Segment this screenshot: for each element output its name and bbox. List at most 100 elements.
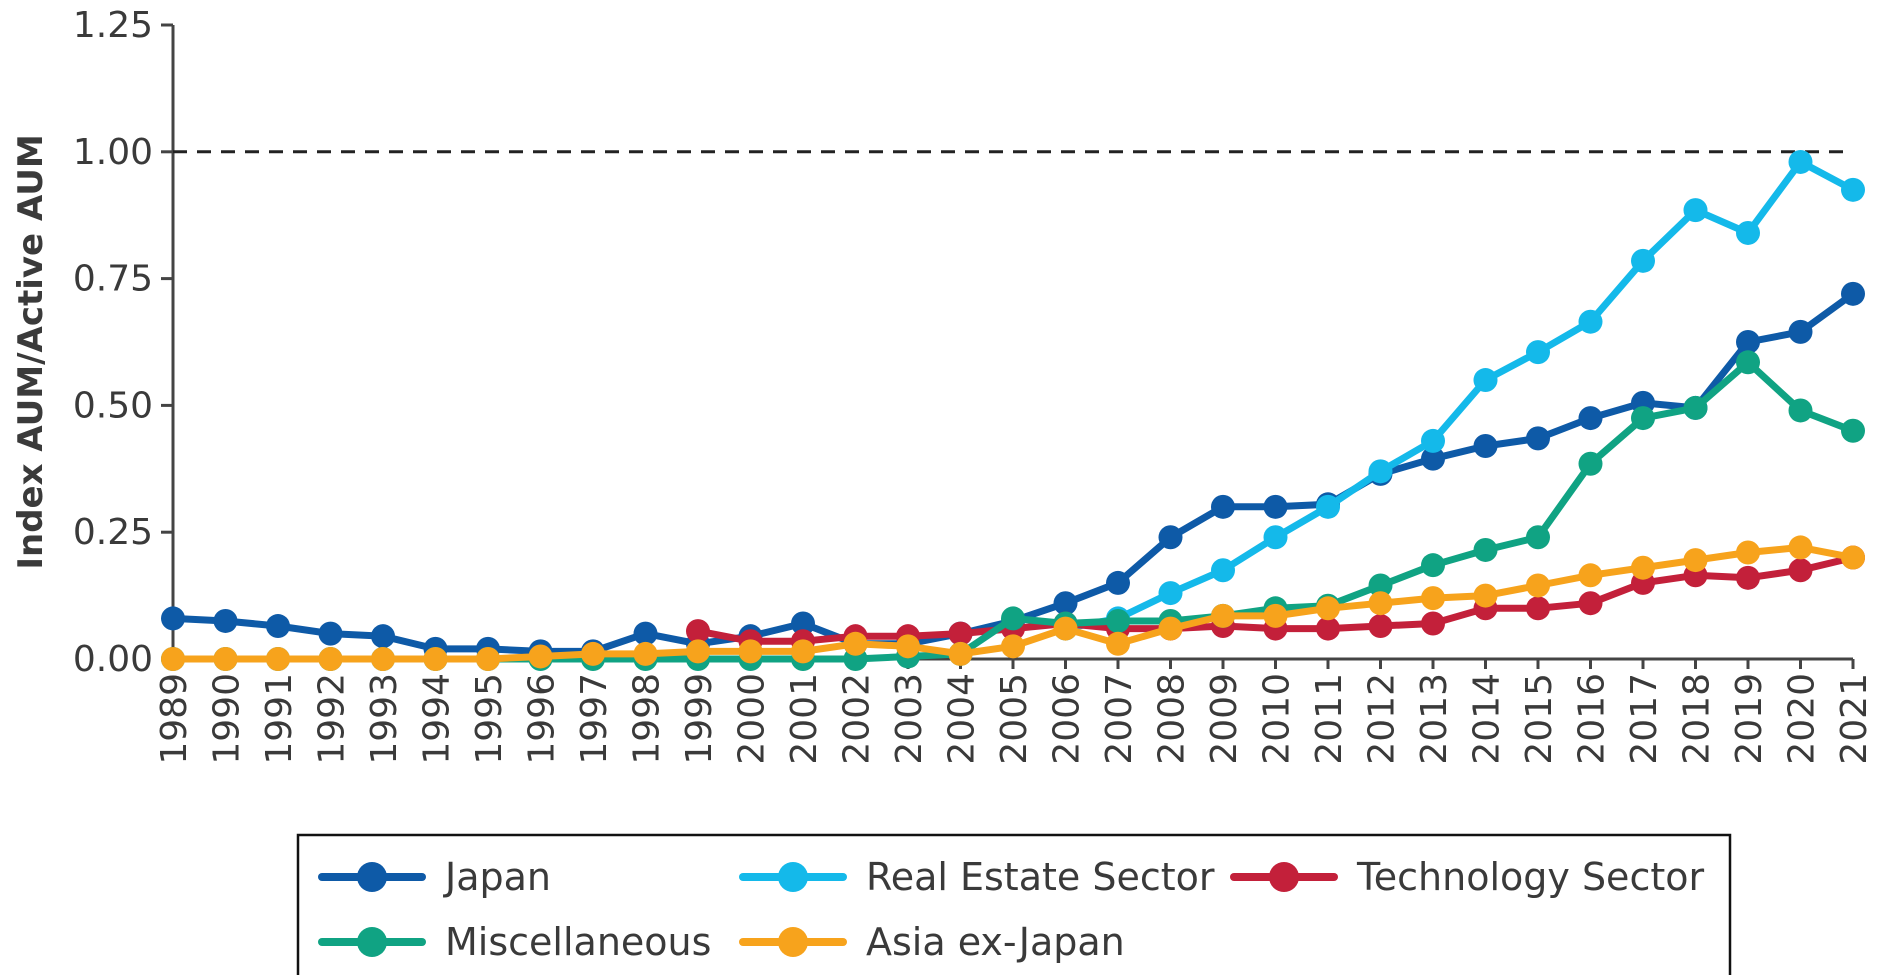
x-tick-label: 2010	[1257, 673, 1298, 765]
data-point-real-estate-sector	[1421, 428, 1445, 453]
data-point-real-estate-sector	[1841, 177, 1865, 202]
data-point-real-estate-sector	[1683, 198, 1708, 223]
x-tick-label: 2015	[1519, 673, 1560, 765]
legend-label: Asia ex-Japan	[866, 920, 1125, 964]
x-tick-label: 2016	[1572, 673, 1613, 765]
legend-swatch-marker	[357, 927, 387, 957]
data-point-japan	[318, 621, 343, 646]
data-point-asia-ex-japan	[686, 639, 710, 664]
series-miscellaneous	[161, 350, 1865, 671]
data-point-real-estate-sector	[1316, 494, 1340, 519]
x-tick-label: 1989	[154, 673, 195, 765]
data-point-technology-sector	[1578, 591, 1603, 616]
data-point-asia-ex-japan	[948, 641, 973, 666]
x-tick-label: 2012	[1362, 673, 1403, 765]
legend-swatch-marker	[778, 927, 808, 957]
data-point-real-estate-sector	[1158, 581, 1183, 606]
legend-item-miscellaneous: Miscellaneous	[318, 920, 711, 964]
legend-item-asia-ex-japan: Asia ex-Japan	[739, 920, 1125, 964]
data-point-technology-sector	[686, 619, 710, 644]
data-point-asia-ex-japan	[1106, 631, 1130, 656]
y-tick-label: 0.00	[73, 639, 153, 680]
data-point-asia-ex-japan	[1211, 603, 1235, 628]
data-point-japan	[161, 606, 185, 631]
data-point-real-estate-sector	[1631, 248, 1655, 273]
x-tick-label: 2017	[1624, 673, 1665, 765]
data-point-asia-ex-japan	[1526, 573, 1550, 598]
data-point-miscellaneous	[1788, 398, 1813, 423]
x-tick-label: 2001	[784, 673, 825, 765]
legend-item-real-estate-sector: Real Estate Sector	[739, 855, 1215, 899]
y-tick-label: 1.00	[73, 132, 153, 173]
x-tick-label: 1999	[679, 673, 720, 765]
data-point-japan	[791, 611, 815, 636]
data-point-japan	[1736, 330, 1760, 354]
data-point-asia-ex-japan	[581, 641, 605, 666]
data-point-asia-ex-japan	[1578, 563, 1603, 588]
x-tick-label: 2005	[994, 673, 1035, 765]
x-tick-label: 1998	[627, 673, 668, 765]
data-point-real-estate-sector	[1368, 459, 1393, 484]
x-ticks: 1989 1990 1991 1992 1993 1994 1995 1996 1997 1998…	[154, 659, 1875, 765]
x-tick-label: 2013	[1414, 673, 1455, 765]
x-tick-label: 2014	[1467, 673, 1508, 765]
data-point-asia-ex-japan	[1001, 634, 1025, 659]
x-tick-label: 2008	[1152, 673, 1193, 765]
legend: Japan Real Estate Sector Technology Sector…	[296, 833, 1732, 975]
data-point-asia-ex-japan	[528, 644, 553, 669]
y-tick-label: 0.25	[73, 512, 153, 553]
data-point-real-estate-sector	[1736, 220, 1760, 245]
y-ticks: 0.00 0.25 0.50 0.75 1.00 1.25	[73, 5, 173, 680]
data-point-miscellaneous	[1578, 451, 1603, 476]
data-point-asia-ex-japan	[896, 634, 920, 659]
x-tick-label: 2003	[889, 673, 930, 765]
data-point-technology-sector	[1788, 558, 1813, 583]
data-point-real-estate-sector	[1526, 340, 1550, 365]
data-point-asia-ex-japan	[791, 639, 815, 664]
data-point-asia-ex-japan	[1053, 616, 1078, 641]
y-tick-label: 0.50	[73, 385, 153, 426]
x-tick-label: 1991	[259, 673, 300, 765]
data-point-asia-ex-japan	[371, 647, 395, 671]
x-tick-label: 2007	[1099, 673, 1140, 765]
data-point-japan	[1578, 406, 1603, 431]
data-point-real-estate-sector	[1578, 309, 1603, 334]
data-point-asia-ex-japan	[1421, 586, 1445, 611]
data-point-asia-ex-japan	[633, 641, 658, 666]
series-japan	[161, 281, 1865, 664]
x-tick-label: 2018	[1677, 673, 1718, 765]
data-point-technology-sector	[1421, 611, 1445, 636]
data-point-japan	[371, 624, 395, 649]
data-point-asia-ex-japan	[1631, 555, 1655, 580]
data-point-asia-ex-japan	[161, 647, 185, 671]
data-point-asia-ex-japan	[318, 647, 343, 671]
x-tick-label: 1997	[574, 673, 615, 765]
data-point-asia-ex-japan	[1473, 583, 1498, 608]
axes	[171, 25, 1853, 661]
data-point-japan	[266, 614, 290, 639]
x-tick-label: 2000	[732, 673, 773, 765]
x-tick-label: 1996	[522, 673, 563, 765]
data-point-asia-ex-japan	[266, 647, 290, 671]
series-asia-ex-japan	[161, 535, 1865, 671]
data-point-asia-ex-japan	[1683, 548, 1708, 573]
data-point-japan	[1211, 494, 1235, 519]
x-tick-label: 1993	[364, 673, 405, 765]
data-point-asia-ex-japan	[738, 639, 763, 664]
data-point-asia-ex-japan	[423, 647, 448, 671]
data-point-miscellaneous	[1841, 418, 1865, 443]
data-point-real-estate-sector	[1473, 368, 1498, 393]
data-point-asia-ex-japan	[1316, 596, 1340, 621]
legend-label: Technology Sector	[1356, 855, 1704, 899]
x-tick-label: 2011	[1309, 673, 1350, 765]
x-tick-label: 1994	[417, 673, 458, 765]
x-tick-label: 2006	[1047, 673, 1088, 765]
data-point-real-estate-sector	[1263, 525, 1288, 550]
data-point-japan	[1106, 570, 1130, 595]
legend-swatch-marker	[1269, 862, 1299, 892]
data-point-asia-ex-japan	[1263, 603, 1288, 628]
data-point-real-estate-sector	[1788, 149, 1813, 174]
x-tick-label: 2021	[1834, 673, 1875, 765]
x-tick-label: 1992	[312, 673, 353, 765]
